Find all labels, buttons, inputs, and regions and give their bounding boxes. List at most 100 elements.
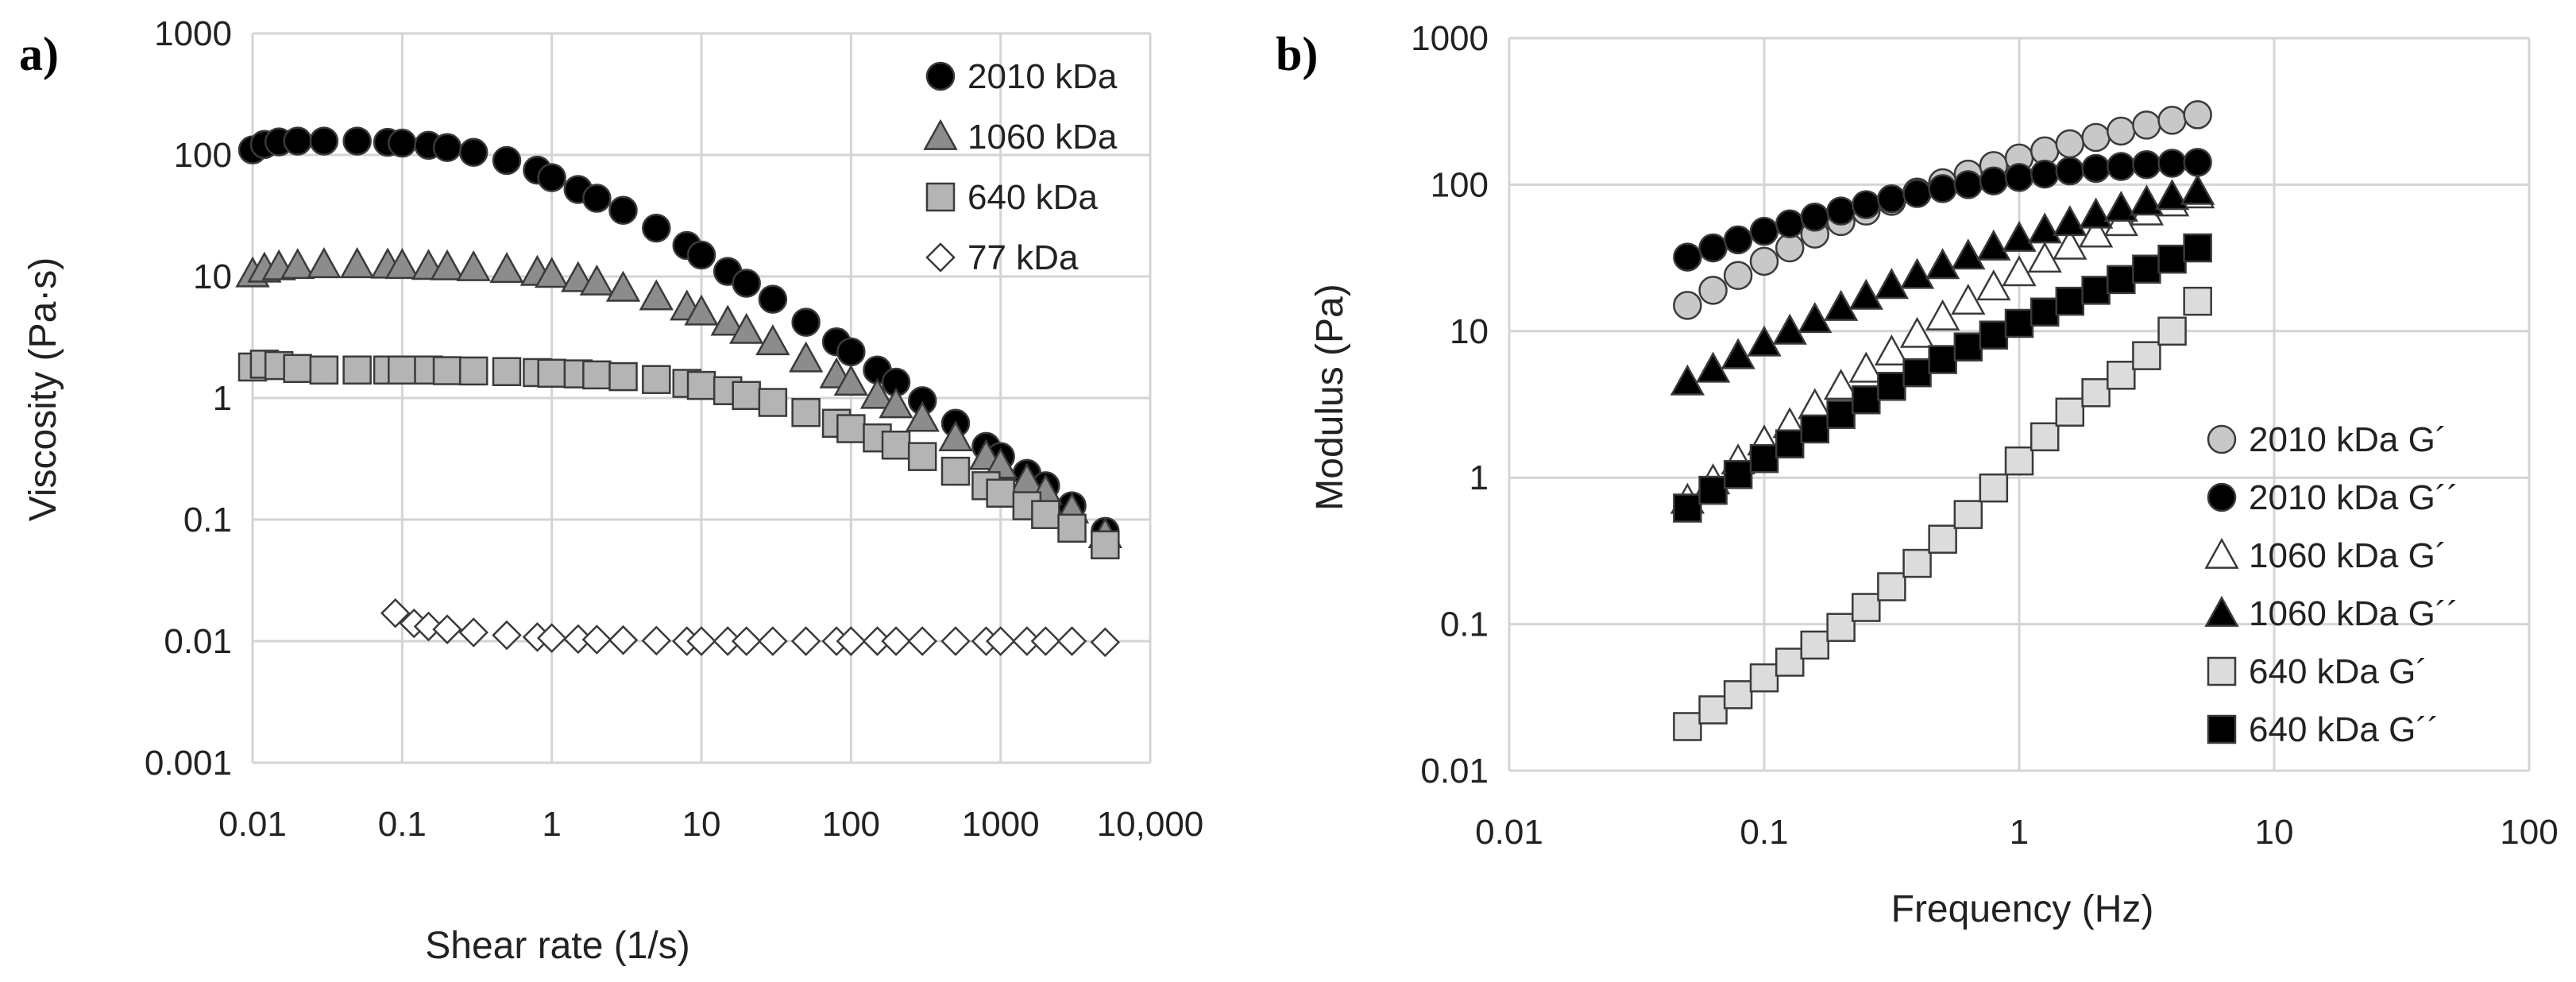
data-point (2183, 100, 2212, 130)
data-point (309, 126, 339, 156)
data-point (791, 397, 821, 427)
data-point (879, 387, 913, 419)
data-point (1902, 358, 1932, 388)
data-point (1698, 233, 1728, 263)
series-1 (1673, 148, 2212, 272)
legend-marker (2207, 424, 2237, 454)
data-point (2027, 212, 2062, 244)
data-point (1031, 500, 1060, 529)
data-point (2081, 276, 2111, 305)
data-point (836, 626, 867, 656)
legend-marker (925, 242, 956, 273)
data-point (388, 128, 417, 158)
data-point (283, 126, 312, 156)
data-point (642, 365, 671, 394)
data-point (1953, 332, 1983, 361)
data-point (1953, 500, 1983, 529)
data-point (788, 341, 824, 373)
data-point (686, 240, 716, 270)
data-point (732, 269, 761, 298)
data-point (283, 354, 312, 384)
data-point (1057, 513, 1087, 543)
data-point (684, 294, 719, 326)
y-tick-label: 100 (1431, 165, 1489, 204)
panel-b-data-points (1670, 100, 2215, 741)
data-point (579, 264, 615, 296)
data-point (456, 249, 491, 281)
data-point (1826, 196, 1856, 226)
data-point (2157, 316, 2187, 346)
data-point (605, 270, 641, 302)
data-point (2078, 216, 2114, 248)
data-point (758, 284, 788, 314)
data-point (836, 414, 866, 443)
legend-marker (925, 61, 956, 91)
data-point (1976, 269, 2011, 301)
data-point (2157, 244, 2187, 274)
data-point (1749, 443, 1779, 474)
data-point (380, 597, 411, 628)
data-point (1800, 203, 1830, 232)
legend-marker (2207, 656, 2237, 686)
legend-label: 1060 kDa G´ (2249, 536, 2447, 575)
legend-label: 2010 kDa G´´ (2249, 478, 2458, 517)
data-point (1979, 320, 2009, 350)
data-point (2183, 233, 2212, 263)
x-tick-label: 100 (822, 805, 880, 844)
data-point (384, 248, 420, 280)
series-4 (1673, 286, 2212, 741)
data-point (1899, 257, 1935, 289)
data-point (432, 133, 462, 162)
data-point (732, 381, 761, 411)
data-point (1848, 351, 1883, 383)
legend-label: 640 kDa G´ (2249, 652, 2427, 691)
data-point (790, 626, 821, 656)
data-point (2081, 122, 2111, 153)
data-point (1852, 385, 1881, 415)
series-5 (1673, 233, 2212, 523)
data-point (1798, 302, 1833, 334)
data-point (2053, 205, 2087, 237)
data-point (1030, 626, 1061, 656)
data-point (1775, 429, 1805, 458)
data-point (881, 430, 911, 460)
data-point (1823, 369, 1859, 400)
data-point (2055, 129, 2085, 159)
data-point (1670, 364, 1705, 396)
data-point (755, 324, 790, 356)
data-point (1874, 268, 1910, 300)
data-point (582, 360, 612, 390)
data-point (2081, 153, 2111, 184)
legend-label: 2010 kDa G´ (2249, 420, 2447, 459)
data-point (639, 279, 674, 311)
data-point (2129, 184, 2165, 216)
data-point (1775, 233, 1805, 263)
data-point (1925, 299, 1960, 331)
data-point (1826, 400, 1856, 429)
legend-label: 2010 kDa (967, 57, 1118, 96)
legend-label: 77 kDa (967, 238, 1079, 277)
data-point (1673, 242, 1702, 272)
data-point (2107, 265, 2136, 295)
legend-marker (2204, 595, 2239, 627)
data-point (2030, 422, 2060, 452)
data-point (2132, 341, 2161, 370)
data-point (2081, 378, 2111, 408)
data-point (1698, 695, 1728, 725)
x-tick-label: 0.1 (1740, 813, 1788, 852)
data-point (2107, 116, 2136, 146)
data-point (1877, 372, 1906, 401)
data-point (1848, 278, 1883, 310)
data-point (1826, 613, 1856, 642)
data-point (2183, 148, 2212, 177)
legend-marker (2207, 714, 2237, 744)
data-point (907, 442, 937, 471)
series-3 (1670, 173, 2215, 396)
data-point (905, 400, 940, 432)
legend-label: 640 kDa (967, 178, 1098, 217)
data-point (2103, 190, 2138, 222)
data-point (938, 420, 973, 452)
data-point (1723, 460, 1753, 489)
data-point (2053, 228, 2087, 260)
